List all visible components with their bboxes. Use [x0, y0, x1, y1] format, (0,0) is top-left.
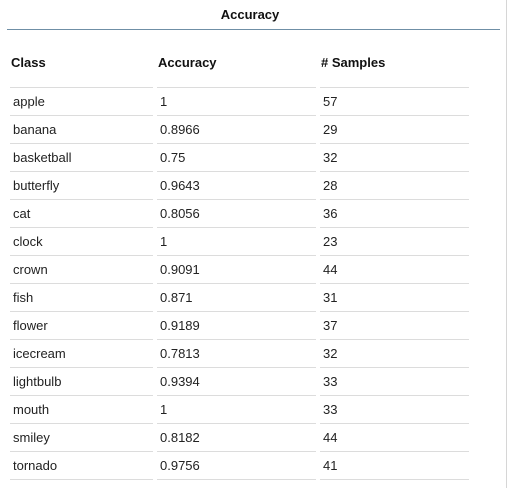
accuracy-cell: 0.7813 [157, 339, 316, 367]
class-cell: lightbulb [10, 367, 153, 395]
accuracy-cell: 0.75 [157, 143, 316, 171]
accuracy-cell: 0.9756 [157, 451, 316, 480]
samples-cell: 44 [320, 255, 469, 283]
accuracy-cell: 0.8182 [157, 423, 316, 451]
class-cell: apple [10, 87, 153, 115]
table-row: flower 0.9189 37 [0, 311, 507, 339]
title-divider [7, 29, 500, 30]
samples-cell: 29 [320, 115, 469, 143]
column-header-accuracy: Accuracy [158, 55, 217, 70]
accuracy-cell: 0.8056 [157, 199, 316, 227]
samples-cell: 33 [320, 395, 469, 423]
table-row: cat 0.8056 36 [0, 199, 507, 227]
samples-cell: 41 [320, 451, 469, 480]
table-row: icecream 0.7813 32 [0, 339, 507, 367]
accuracy-cell: 0.8966 [157, 115, 316, 143]
samples-cell: 28 [320, 171, 469, 199]
class-cell: clock [10, 227, 153, 255]
table-row: tornado 0.9756 41 [0, 451, 507, 480]
accuracy-cell: 0.9643 [157, 171, 316, 199]
table-row: mouth 1 33 [0, 395, 507, 423]
accuracy-cell: 0.9091 [157, 255, 316, 283]
table-row: apple 1 57 [0, 87, 507, 115]
table-row: basketball 0.75 32 [0, 143, 507, 171]
accuracy-table-body: apple 1 57 banana 0.8966 29 basketball 0… [0, 87, 507, 480]
accuracy-cell: 0.9394 [157, 367, 316, 395]
samples-cell: 44 [320, 423, 469, 451]
class-cell: basketball [10, 143, 153, 171]
table-row: banana 0.8966 29 [0, 115, 507, 143]
samples-cell: 37 [320, 311, 469, 339]
table-row: fish 0.871 31 [0, 283, 507, 311]
samples-cell: 33 [320, 367, 469, 395]
samples-cell: 31 [320, 283, 469, 311]
samples-cell: 23 [320, 227, 469, 255]
table-row: clock 1 23 [0, 227, 507, 255]
class-cell: crown [10, 255, 153, 283]
table-row: lightbulb 0.9394 33 [0, 367, 507, 395]
class-cell: fish [10, 283, 153, 311]
class-cell: banana [10, 115, 153, 143]
accuracy-cell: 1 [157, 395, 316, 423]
table-row: crown 0.9091 44 [0, 255, 507, 283]
panel-title: Accuracy [220, 7, 280, 22]
samples-cell: 32 [320, 143, 469, 171]
samples-cell: 36 [320, 199, 469, 227]
class-cell: cat [10, 199, 153, 227]
class-cell: mouth [10, 395, 153, 423]
accuracy-cell: 1 [157, 87, 316, 115]
accuracy-cell: 1 [157, 227, 316, 255]
samples-cell: 32 [320, 339, 469, 367]
class-cell: tornado [10, 451, 153, 480]
samples-cell: 57 [320, 87, 469, 115]
class-cell: flower [10, 311, 153, 339]
class-cell: icecream [10, 339, 153, 367]
table-row: butterfly 0.9643 28 [0, 171, 507, 199]
table-row: smiley 0.8182 44 [0, 423, 507, 451]
class-cell: smiley [10, 423, 153, 451]
accuracy-cell: 0.9189 [157, 311, 316, 339]
accuracy-cell: 0.871 [157, 283, 316, 311]
class-cell: butterfly [10, 171, 153, 199]
column-header-samples: # Samples [321, 55, 386, 70]
column-header-class: Class [11, 55, 46, 70]
